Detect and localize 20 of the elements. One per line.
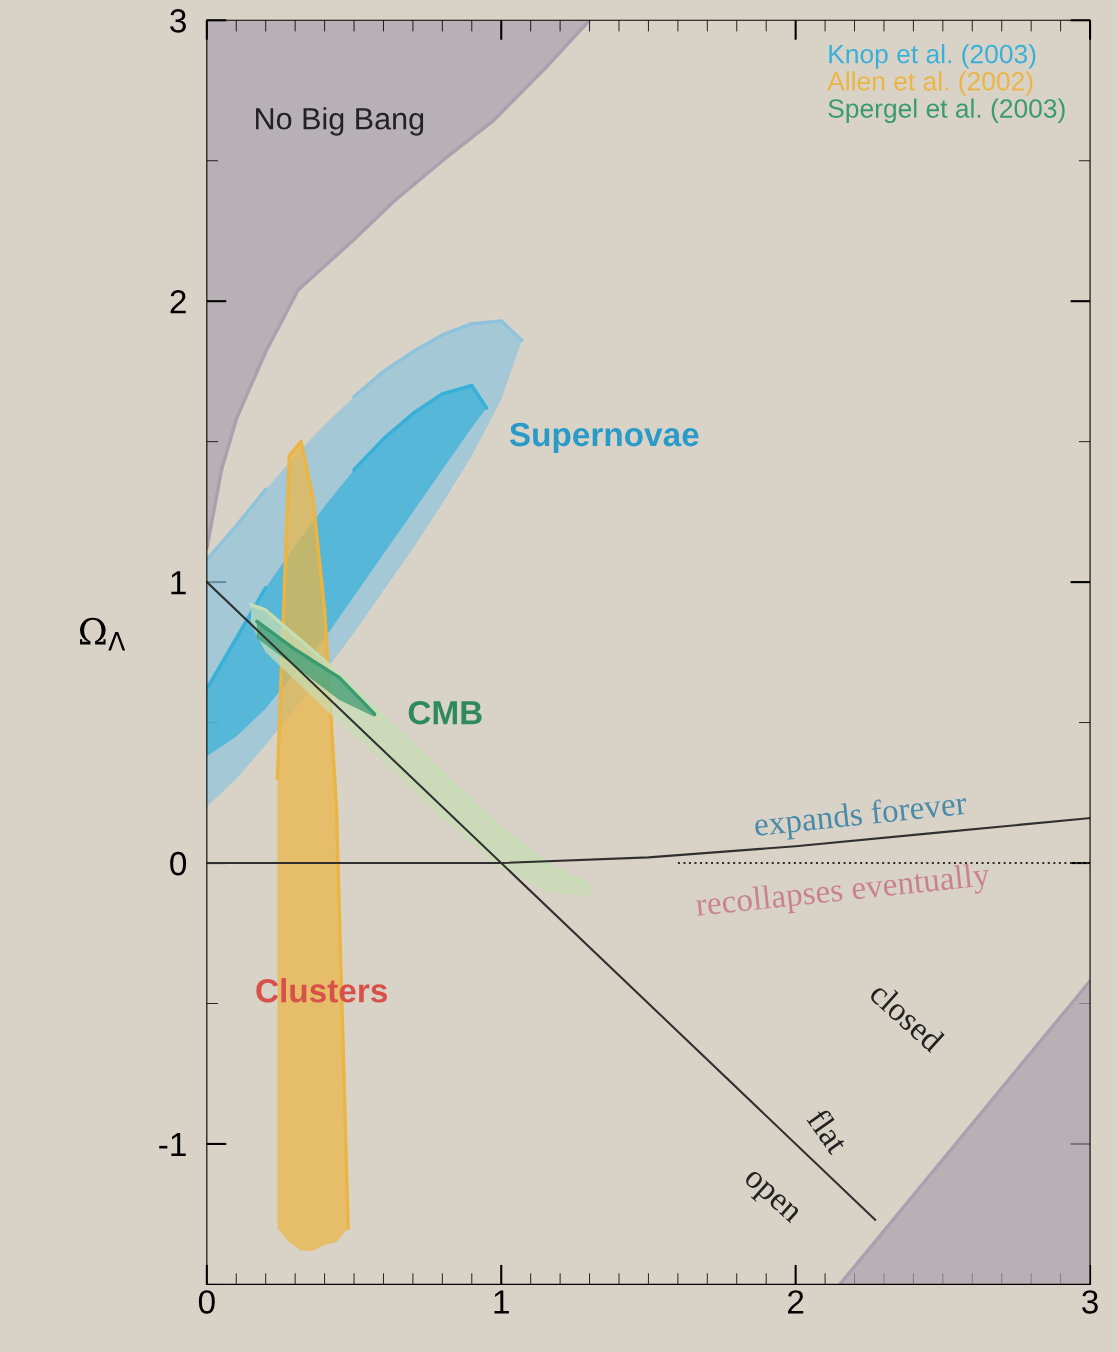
annotation: recollapses eventually — [695, 862, 992, 923]
y-tick-label: -1 — [159, 1133, 186, 1157]
text: Spergel et al. (2003) — [828, 98, 1065, 124]
x-tick-label: 0 — [198, 1290, 215, 1314]
x-tick-label: 3 — [1082, 1290, 1098, 1314]
annotation: No Big Bang — [256, 107, 424, 136]
text: Allen et al. (2002) — [827, 71, 1033, 96]
y-tick-label: 1 — [171, 571, 186, 595]
x-tick-label: 1 — [494, 1290, 509, 1314]
y-tick-label: 0 — [170, 851, 187, 876]
y-tick-label: 3 — [170, 9, 186, 33]
x-tick-label: 2 — [788, 1290, 804, 1314]
annotation: Supernovae — [509, 422, 699, 453]
annotation: CMB — [408, 700, 482, 725]
y-axis-title: Ω$_{Λ}$ — [80, 617, 126, 651]
y-tick-label: 2 — [170, 290, 186, 314]
annotation: expands forever — [753, 790, 969, 843]
annotation: flat — [806, 1106, 851, 1156]
text: Knop et al. (2003) — [829, 44, 1036, 69]
annotation: open — [738, 1169, 801, 1229]
